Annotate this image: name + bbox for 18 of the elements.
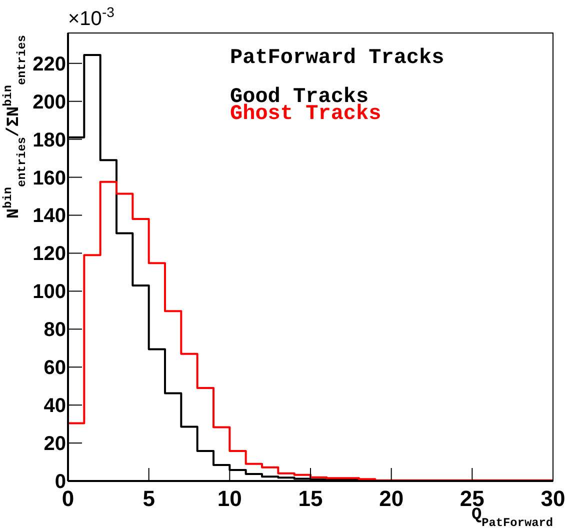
y-tick-label: 140 xyxy=(32,205,66,228)
x-tick-label: 5 xyxy=(142,486,155,511)
y-tick-label: 80 xyxy=(44,319,66,342)
x-tick-label: 15 xyxy=(298,486,323,511)
y-tick-label: 160 xyxy=(32,167,66,190)
x-tick-label: 20 xyxy=(379,486,404,511)
y-tick-label: 200 xyxy=(32,91,66,114)
x-tick-label: 10 xyxy=(217,486,242,511)
x-tick-label: 30 xyxy=(540,486,566,511)
y-tick-label: 100 xyxy=(32,281,66,304)
y-tick-label: 20 xyxy=(44,433,66,456)
y-tick-label: 120 xyxy=(32,243,66,266)
y-tick-label: 40 xyxy=(44,395,66,418)
text: PatForward Tracks xyxy=(230,47,444,70)
y-tick-label: 220 xyxy=(32,53,66,76)
text: ×10$^{-3}$ xyxy=(68,4,115,30)
y-tick-label: 180 xyxy=(32,129,66,152)
y-tick-label: 60 xyxy=(44,357,66,380)
